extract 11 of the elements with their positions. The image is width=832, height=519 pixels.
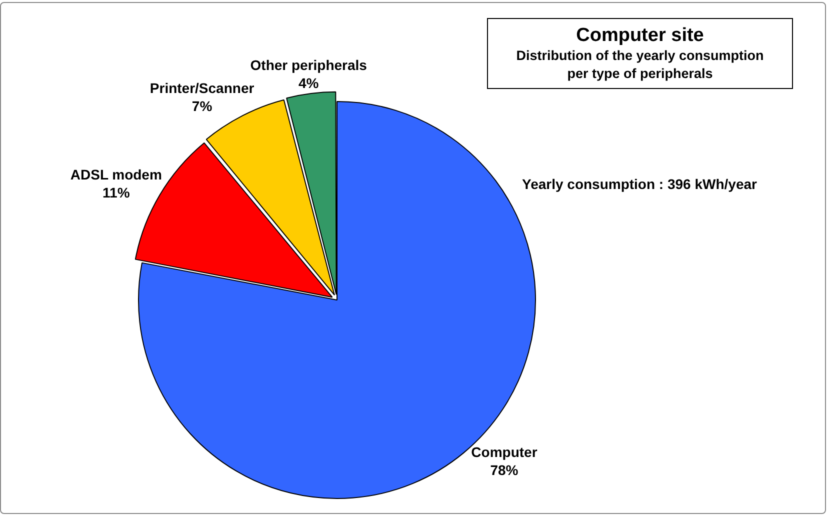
data-label: 11% — [102, 184, 130, 201]
slice-label: Computer — [471, 444, 538, 460]
slice-label: ADSL modem — [70, 166, 162, 183]
slice-label: Other peripherals — [250, 57, 368, 74]
text: Computer site — [575, 25, 705, 47]
text: Yearly consumption : 396 kWh/year — [522, 176, 757, 192]
text: Distribution of the yearly consumption per type of peripherals — [515, 47, 765, 83]
slice-label: Printer/Scanner — [150, 80, 255, 96]
data-label: 7% — [192, 98, 213, 114]
data-label: 4% — [298, 75, 320, 92]
data-label: 78% — [490, 462, 519, 478]
